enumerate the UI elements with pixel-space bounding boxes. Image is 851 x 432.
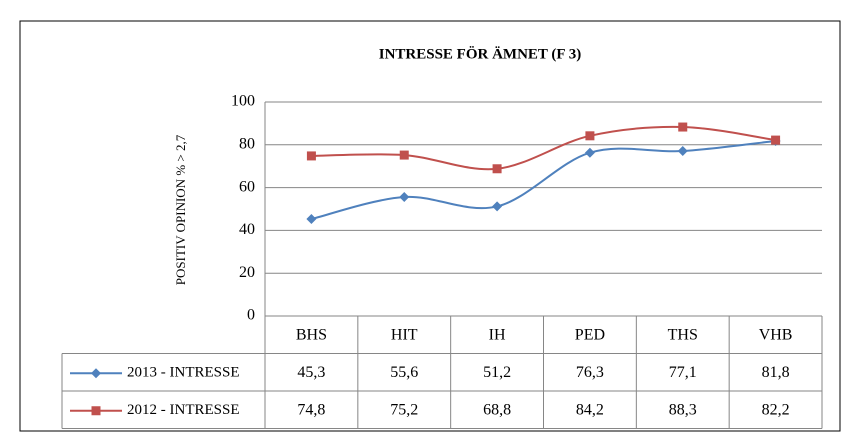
data-label: 55,6 (390, 364, 418, 381)
x-tick-label: IH (489, 326, 506, 343)
data-point (306, 214, 317, 225)
chart-title: INTRESSE FÖR ÄMNET (F 3) (379, 45, 582, 62)
x-tick-label: THS (668, 326, 698, 343)
data-label: 76,3 (576, 364, 604, 381)
chart-border (19, 20, 841, 432)
data-point (399, 150, 409, 160)
data-label: 51,2 (483, 364, 511, 381)
data-point (771, 135, 781, 145)
data-point (677, 146, 688, 157)
legend-label: 2013 - INTRESSE (127, 365, 240, 381)
y-tick-label: 20 (239, 264, 255, 281)
data-point (585, 131, 595, 141)
data-label: 82,2 (762, 401, 790, 418)
data-label: 45,3 (297, 364, 325, 381)
x-tick-label: BHS (296, 326, 327, 343)
data-label: 75,2 (390, 401, 418, 418)
data-label: 68,8 (483, 401, 511, 418)
y-tick-label: 40 (239, 221, 255, 238)
legend-marker (91, 406, 101, 416)
data-point (399, 192, 410, 203)
y-tick-label: 80 (239, 135, 255, 152)
data-point (492, 201, 503, 212)
x-tick-label: HIT (391, 326, 418, 343)
data-point (584, 147, 595, 158)
legend-label: 2012 - INTRESSE (127, 402, 240, 418)
y-tick-label: 100 (231, 93, 255, 110)
y-tick-label: 0 (247, 307, 255, 324)
data-point (678, 122, 688, 132)
y-tick-label: 60 (239, 178, 255, 195)
data-label: 77,1 (669, 364, 697, 381)
data-label: 88,3 (669, 401, 697, 418)
data-point (306, 151, 316, 161)
legend-marker (91, 368, 101, 379)
data-label: 74,8 (297, 401, 325, 418)
x-tick-label: PED (575, 326, 605, 343)
series-line (311, 125, 776, 171)
x-tick-label: VHB (759, 326, 793, 343)
y-axis-title: POSITIV OPINION % > 2,7 (173, 134, 188, 285)
data-label: 81,8 (762, 364, 790, 381)
data-label: 84,2 (576, 401, 604, 418)
series-line (311, 139, 776, 221)
data-point (492, 164, 502, 174)
